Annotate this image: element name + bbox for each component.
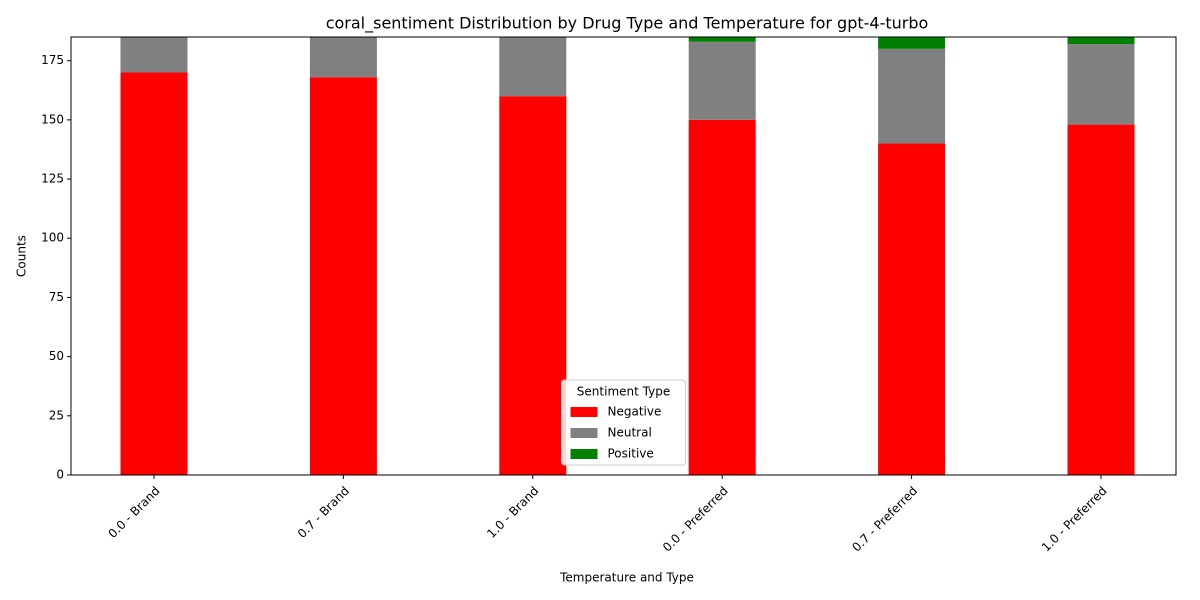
legend-swatch [570, 407, 598, 417]
x-tick-label: 0.0 - Brand [105, 484, 162, 541]
bar-segment [1067, 44, 1135, 125]
y-tick-label: 75 [49, 290, 64, 304]
y-tick-label: 0 [56, 468, 64, 482]
legend-title: Sentiment Type [577, 385, 670, 399]
bar-segment [1067, 124, 1135, 475]
x-tick-label: 0.7 - Preferred [849, 484, 920, 555]
plot-area [120, 37, 1135, 475]
axes-frame [70, 36, 1177, 476]
bar-segment [499, 96, 567, 475]
bar-segment [878, 48, 946, 144]
legend-label: Neutral [608, 426, 652, 440]
legend-swatch [570, 428, 598, 438]
bar-segment [1067, 37, 1135, 45]
y-tick-label: 25 [49, 408, 64, 422]
y-axis-label: Counts [15, 235, 29, 277]
bar-segment [309, 77, 377, 475]
bar-segment [878, 37, 946, 49]
x-tick-label: 0.7 - Brand [295, 484, 352, 541]
legend-label: Positive [608, 447, 654, 461]
y-tick-label: 175 [41, 53, 64, 67]
legend-swatch [570, 449, 598, 459]
y-tick-label: 50 [49, 349, 64, 363]
bar-segment [688, 119, 756, 475]
y-tick-label: 100 [41, 231, 64, 245]
bar-segment [878, 143, 946, 475]
bar-segment [688, 41, 756, 120]
bar-segment [688, 37, 756, 42]
x-tick-label: 1.0 - Brand [484, 484, 541, 541]
y-tick-label: 150 [41, 112, 64, 126]
legend-label: Negative [608, 405, 662, 419]
x-tick-label: 1.0 - Preferred [1039, 484, 1110, 555]
bar-segment [309, 37, 377, 78]
y-tick-label: 125 [41, 172, 64, 186]
x-tick-label: 0.0 - Preferred [660, 484, 731, 555]
legend-box [561, 379, 686, 466]
bar-segment [120, 72, 188, 475]
chart-title: coral_sentiment Distribution by Drug Typ… [326, 14, 929, 34]
x-axis-label: Temperature and Type [559, 571, 694, 585]
bar-segment [120, 37, 188, 73]
bar-segment [499, 37, 567, 97]
